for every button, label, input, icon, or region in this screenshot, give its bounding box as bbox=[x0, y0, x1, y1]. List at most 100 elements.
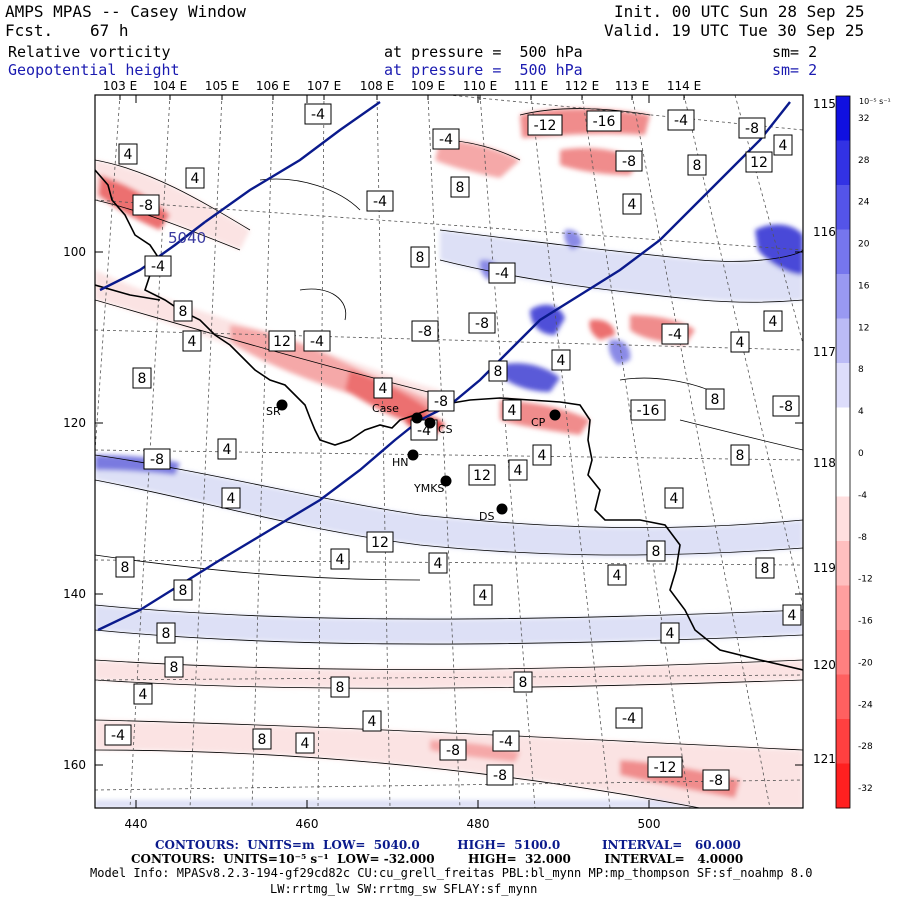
colorbar-label: 20 bbox=[858, 240, 870, 250]
blue-cell bbox=[755, 224, 803, 275]
contour-label-text: 4 bbox=[227, 491, 236, 507]
station-marker bbox=[276, 399, 288, 411]
top-longitude-label: 113 E bbox=[615, 79, 649, 93]
contour-label-text: -8 bbox=[709, 773, 723, 789]
station-marker bbox=[407, 449, 419, 461]
field2-smoothing: sm= 2 bbox=[772, 61, 818, 79]
colorbar-label: 12 bbox=[858, 323, 869, 333]
contour-label-box bbox=[513, 671, 533, 693]
contour-label: 8 bbox=[410, 246, 430, 268]
contour-label: 4 bbox=[782, 604, 802, 626]
top-longitude-label: 103 E bbox=[103, 79, 137, 93]
contour-label-text: 8 bbox=[736, 448, 745, 464]
contour-label-text: 4 bbox=[769, 314, 778, 330]
contour-label-box bbox=[173, 579, 193, 601]
contour-label-box bbox=[439, 739, 467, 761]
contour-label-text: 8 bbox=[416, 250, 425, 266]
contour-label: -8 bbox=[411, 320, 439, 342]
height-contour-label: 5040 bbox=[168, 229, 206, 247]
contour-label-box bbox=[630, 399, 666, 421]
blue-cell bbox=[530, 304, 565, 335]
contour-label-box bbox=[730, 444, 750, 466]
bottom-tick-label: 480 bbox=[467, 817, 490, 831]
contour-label-text: 12 bbox=[371, 535, 389, 551]
contour-label: 4 bbox=[773, 134, 793, 156]
contour-label-box bbox=[730, 331, 750, 353]
contour-label-text: 4 bbox=[188, 334, 197, 350]
contour-label-text: -4 bbox=[373, 194, 387, 210]
contour-label-box bbox=[132, 194, 160, 216]
contour-label-box bbox=[745, 151, 773, 173]
station-label: YMKS bbox=[413, 482, 444, 495]
contour-label: 4 bbox=[118, 143, 138, 165]
contour-label-box bbox=[488, 262, 516, 284]
contour-label-text: -4 bbox=[111, 728, 125, 744]
plot-frame bbox=[94, 94, 804, 809]
contour-label-box bbox=[185, 167, 205, 189]
contour-label-box bbox=[268, 330, 296, 352]
contour-label: 4 bbox=[508, 459, 528, 481]
bottom-tick-label: 500 bbox=[638, 817, 661, 831]
colorbar-block bbox=[836, 630, 850, 675]
valid-time: Valid. 19 UTC Tue 30 Sep 25 bbox=[604, 21, 865, 40]
colorbar-label: 24 bbox=[858, 198, 870, 208]
contour-label-box bbox=[295, 732, 315, 754]
contour-label: 4 bbox=[373, 377, 393, 399]
contour-label-box bbox=[143, 448, 171, 470]
contour-label: -12 bbox=[647, 756, 683, 778]
colorbar-block bbox=[836, 185, 850, 230]
contour-label-text: -4 bbox=[622, 711, 636, 727]
contour-label-box bbox=[217, 438, 237, 460]
colorbar-block bbox=[836, 674, 850, 720]
colorbar-block bbox=[836, 719, 850, 764]
contour-label-box bbox=[508, 459, 528, 481]
colorbar-frame bbox=[835, 95, 851, 809]
contour-label: -8 bbox=[427, 390, 455, 412]
colorbar-label: -8 bbox=[858, 533, 867, 543]
contour-label-box bbox=[362, 710, 382, 732]
contour-label: 8 bbox=[687, 154, 707, 176]
contour-label-text: 4 bbox=[628, 197, 637, 213]
contour-label: -4 bbox=[667, 109, 695, 131]
contour-label-box bbox=[647, 756, 683, 778]
colorbar-label: -24 bbox=[858, 700, 873, 710]
contour-label-text: 4 bbox=[368, 714, 377, 730]
top-longitude-label: 112 E bbox=[565, 79, 599, 93]
colorbar-label: 28 bbox=[858, 156, 870, 166]
contour-label: 4 bbox=[622, 193, 642, 215]
contour-label: 8 bbox=[173, 300, 193, 322]
contour-label-text: -8 bbox=[446, 743, 460, 759]
contour-label-box bbox=[763, 310, 783, 332]
contour-label-text: 4 bbox=[736, 335, 745, 351]
contour-label: 4 bbox=[763, 310, 783, 332]
contour-label: 8 bbox=[450, 176, 470, 198]
colorbar-block bbox=[836, 96, 850, 141]
bottom-tick-label: 440 bbox=[125, 817, 148, 831]
contour-label-box bbox=[411, 320, 439, 342]
station-marker bbox=[549, 409, 561, 421]
colorbar-label: 16 bbox=[858, 281, 870, 291]
top-longitude-label: 110 E bbox=[463, 79, 497, 93]
contour-label-text: 12 bbox=[273, 334, 291, 350]
contour-label: 12 bbox=[366, 531, 394, 553]
contour-label-text: 4 bbox=[788, 608, 797, 624]
bottom-tick-label: 460 bbox=[296, 817, 319, 831]
contour-label: 12 bbox=[468, 464, 496, 486]
contour-label-text: 8 bbox=[138, 371, 147, 387]
forecast-hours: 67 h bbox=[90, 21, 129, 40]
contour-label-text: -16 bbox=[593, 114, 616, 130]
red-cell bbox=[589, 319, 615, 340]
colorbar-block bbox=[836, 585, 850, 631]
contour-label-text: -8 bbox=[418, 324, 432, 340]
contour-label-box bbox=[660, 622, 680, 644]
contour-label: -8 bbox=[486, 764, 514, 786]
init-time: Init. 00 UTC Sun 28 Sep 25 bbox=[614, 2, 865, 21]
colorbar-label: -28 bbox=[858, 742, 873, 752]
contour-label: -4 bbox=[432, 128, 460, 150]
footer-physics-info: LW:rrtmg_lw SW:rrtmg_sw SFLAY:sf_mynn bbox=[270, 882, 538, 896]
colorbar-unit: 10⁻⁵ s⁻¹ bbox=[859, 97, 891, 106]
contour-label-text: 8 bbox=[652, 544, 661, 560]
contour-label-box bbox=[304, 103, 332, 125]
contour-label-text: 4 bbox=[336, 552, 345, 568]
contour-label-text: -4 bbox=[499, 734, 513, 750]
